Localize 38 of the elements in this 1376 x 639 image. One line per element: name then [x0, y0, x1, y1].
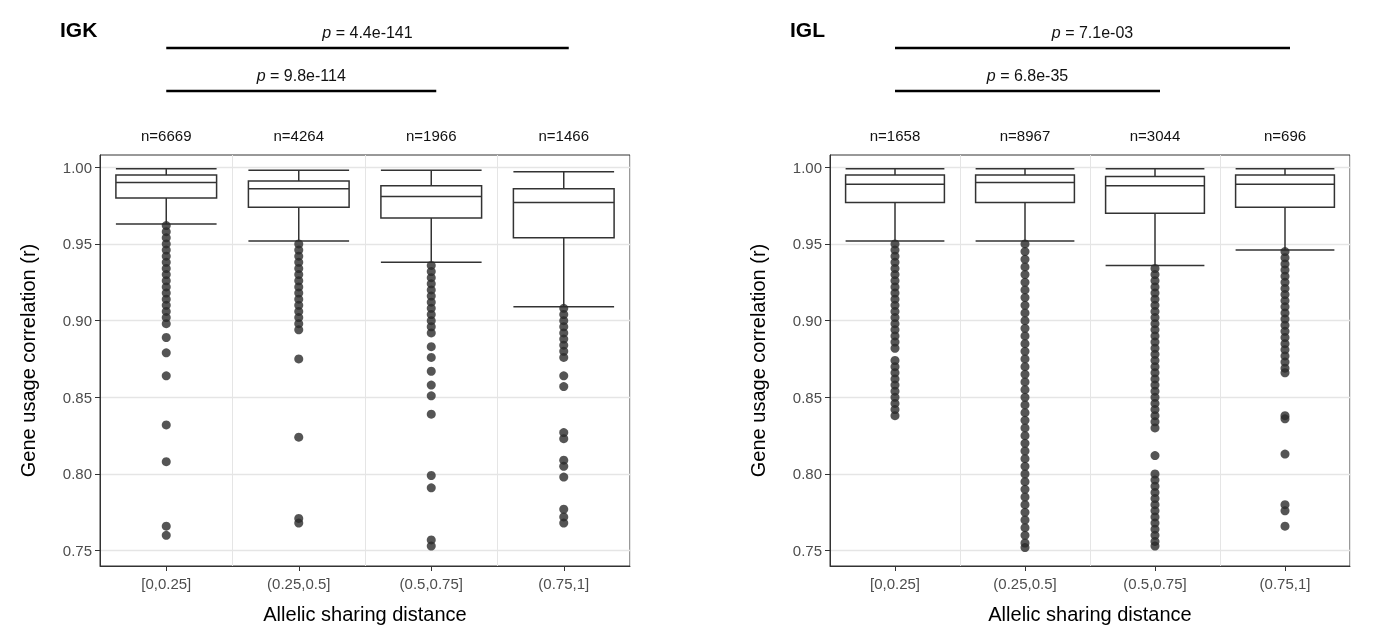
- y-tick-label: 0.80: [792, 465, 822, 483]
- y-tick-label: 0.95: [792, 235, 822, 253]
- x-tick-label: (0.75,1]: [538, 575, 590, 592]
- text: n=1466: [538, 127, 589, 144]
- x-axis-title: Allelic sharing distance: [263, 603, 467, 625]
- y-tick-label: 0.80: [62, 465, 92, 483]
- x-tick-label: (0.5,0.75]: [399, 575, 463, 592]
- text: p = 6.8e-35: [985, 66, 1069, 84]
- chart-title: IGL: [790, 18, 826, 41]
- x-tick-label: [0,0.25]: [141, 575, 192, 592]
- text: p = 9.8e-114: [255, 66, 346, 84]
- x-tick-label: (0.5,0.75]: [1123, 575, 1187, 592]
- y-tick-label: 0.90: [792, 312, 822, 330]
- text: n=1658: [869, 127, 921, 144]
- chart-title: IGK: [60, 18, 98, 41]
- text: n=4264: [273, 127, 324, 144]
- text: p = 7.1e-03: [1050, 23, 1134, 41]
- text: n=8967: [999, 127, 1051, 144]
- x-tick-label: [0,0.25]: [869, 575, 921, 592]
- x-axis-title: Allelic sharing distance: [988, 603, 1192, 625]
- y-tick-label: 0.85: [792, 388, 822, 406]
- x-tick-label: (0.25,0.5]: [267, 575, 331, 592]
- text: n=3044: [1129, 127, 1181, 144]
- y-tick-label: 0.75: [792, 542, 822, 560]
- y-tick-label: 1.00: [62, 158, 92, 176]
- text: n=696: [1263, 127, 1307, 144]
- y-tick-label: 1.00: [792, 158, 822, 176]
- text: n=6669: [141, 127, 192, 144]
- y-tick-label: 0.95: [62, 235, 92, 253]
- x-tick-label: (0.25,0.5]: [993, 575, 1057, 592]
- y-tick-label: 0.85: [62, 388, 92, 406]
- x-tick-label: (0.75,1]: [1259, 575, 1311, 592]
- y-tick-label: 0.90: [62, 312, 92, 330]
- text: n=1966: [406, 127, 457, 144]
- y-tick-label: 0.75: [62, 542, 92, 560]
- y-axis-title: Gene usage correlation (r): [747, 243, 769, 478]
- y-axis-title: Gene usage correlation (r): [17, 243, 39, 478]
- text: p = 4.4e-141: [321, 23, 413, 41]
